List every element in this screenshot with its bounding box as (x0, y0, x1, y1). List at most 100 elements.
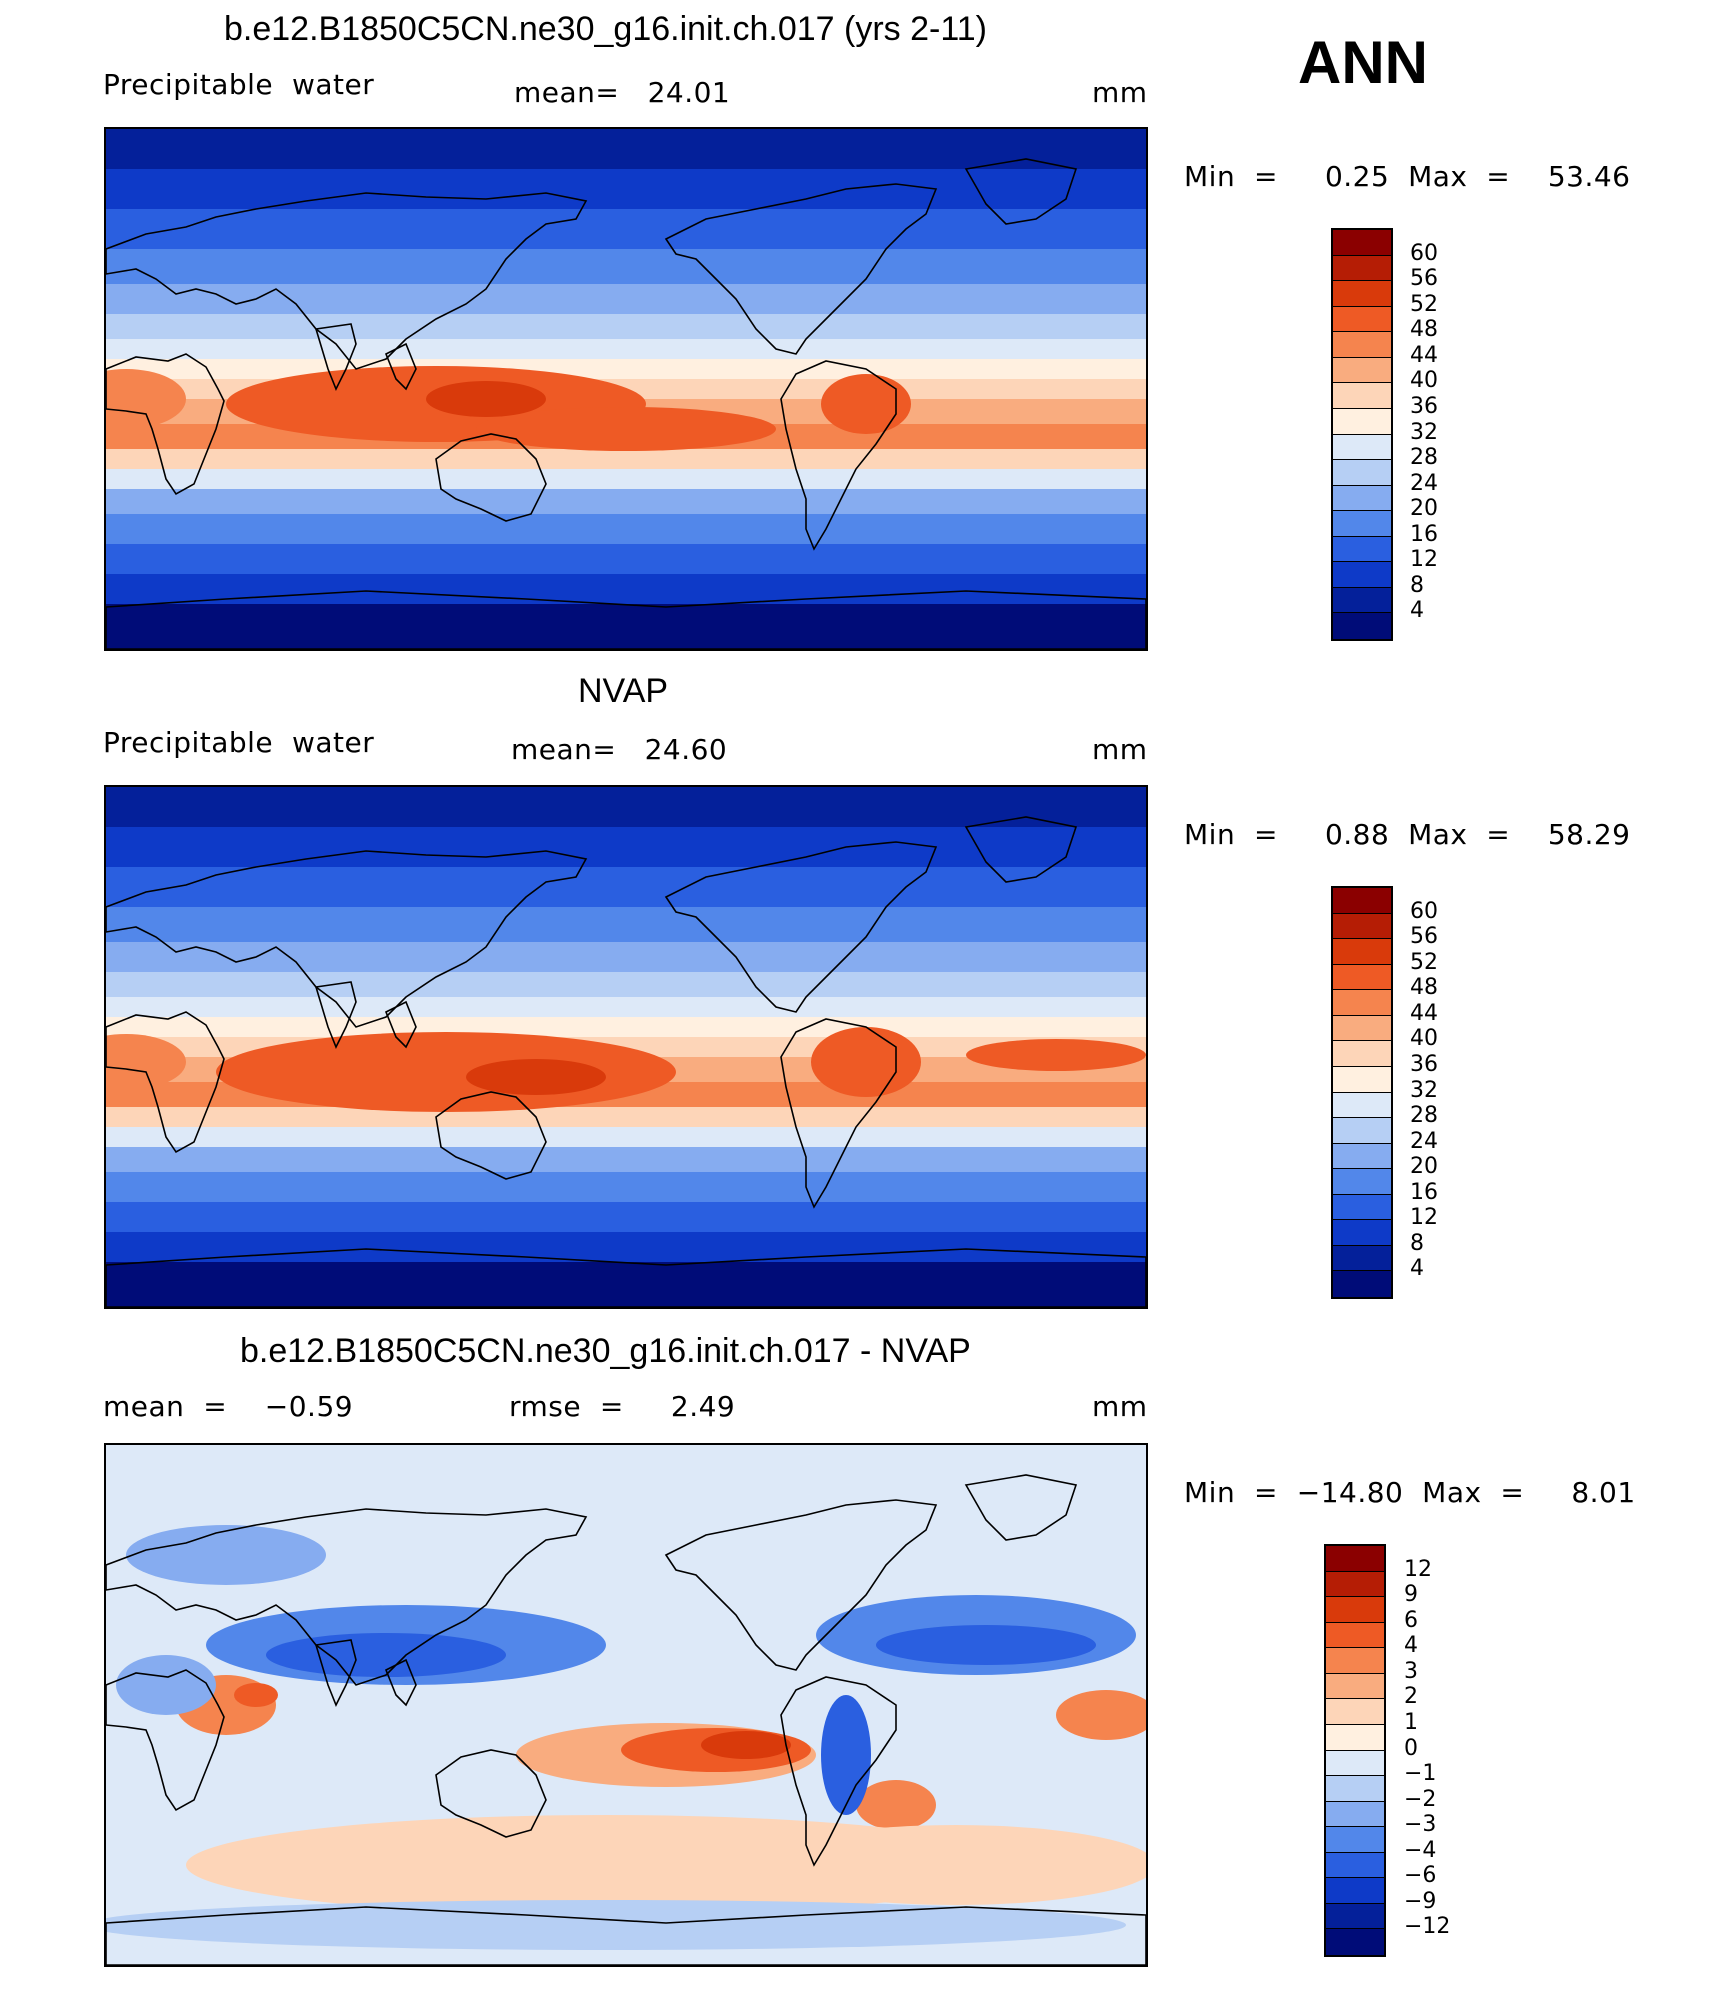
panel-3-mean-label: mean = −0.59 (103, 1390, 354, 1423)
colorbar-tick-label: 36 (1410, 393, 1438, 419)
colorbar-tick-label: 36 (1410, 1051, 1438, 1077)
colorbar-swatch (1326, 1571, 1384, 1598)
coastline (780, 1018, 897, 1209)
colorbar-tick-label: 32 (1410, 1077, 1438, 1103)
map-band (106, 1262, 1146, 1307)
colorbar-tick-label: 2 (1404, 1684, 1418, 1710)
map-contour-blob (876, 1625, 1096, 1665)
coastline (106, 1906, 1146, 1965)
map-band (106, 1202, 1146, 1232)
panel-2-units: mm (1092, 733, 1148, 766)
colorbar-tick-label: 24 (1410, 1128, 1438, 1154)
coastline (435, 433, 547, 522)
colorbar-swatch (1333, 939, 1391, 965)
coastline (314, 1639, 357, 1707)
panel-2-map-svg (106, 787, 1146, 1307)
panel-1-mean-label: mean= 24.01 (514, 76, 731, 109)
map-band (106, 827, 1146, 867)
colorbar-tick-label: 4 (1404, 1633, 1418, 1659)
map-band (106, 169, 1146, 209)
map-contour-blob (116, 1655, 216, 1715)
colorbar-swatch (1326, 1801, 1384, 1828)
coastline (435, 1749, 547, 1838)
colorbar-tick-label: 16 (1410, 1179, 1438, 1205)
coastline (106, 353, 225, 496)
map-band (106, 1147, 1146, 1172)
colorbar-tick-label: 44 (1410, 342, 1438, 368)
colorbar-swatch (1333, 1194, 1391, 1221)
map-contour-blob (701, 1731, 791, 1759)
colorbar-swatch (1333, 408, 1391, 435)
map-contour-blob (216, 1032, 676, 1112)
coastline (106, 850, 588, 1028)
colorbar-tick-label: 4 (1410, 1256, 1424, 1282)
map-contour-blob (476, 407, 776, 451)
coastline (964, 816, 1078, 883)
coastline (314, 323, 357, 391)
colorbar-swatch (1333, 1092, 1391, 1119)
panel-3-colorbar (1324, 1544, 1386, 1957)
colorbar-swatch (1333, 434, 1391, 461)
panel-1-map (104, 127, 1148, 651)
colorbar-tick-label: 52 (1410, 949, 1438, 975)
coastline (106, 1011, 225, 1154)
map-contour-blob (856, 1780, 936, 1830)
colorbar-tick-label: 48 (1410, 975, 1438, 1001)
colorbar-tick-label: −12 (1404, 1914, 1451, 1940)
map-contour-blob (426, 381, 546, 417)
map-contour-blob (821, 1695, 871, 1815)
colorbar-swatch (1333, 1066, 1391, 1093)
map-contour-blob (821, 374, 911, 434)
colorbar-swatch (1333, 357, 1391, 384)
colorbar-swatch (1326, 1903, 1384, 1930)
panel-1-title: b.e12.B1850C5CN.ne30_g16.init.ch.017 (yr… (224, 10, 987, 48)
colorbar-swatch (1326, 1622, 1384, 1649)
colorbar-swatch (1333, 964, 1391, 991)
colorbar-tick-label: 60 (1410, 240, 1438, 266)
colorbar-swatch (1326, 1648, 1384, 1674)
colorbar-swatch (1326, 1852, 1384, 1879)
map-band (106, 314, 1146, 339)
map-band (106, 469, 1146, 489)
map-band (106, 1172, 1146, 1202)
colorbar-tick-label: −1 (1404, 1761, 1437, 1787)
coastline (664, 841, 938, 1013)
panel-2-mean-label: mean= 24.60 (511, 733, 728, 766)
colorbar-swatch (1333, 536, 1391, 563)
colorbar-tick-label: 3 (1404, 1658, 1418, 1684)
map-band (106, 209, 1146, 249)
colorbar-swatch (1326, 1929, 1384, 1955)
panel-1-minmax: Min = 0.25 Max = 53.46 (1184, 160, 1631, 193)
panel-1-colorbar (1331, 228, 1393, 641)
map-contour-blob (126, 1525, 326, 1585)
colorbar-tick-label: −2 (1404, 1786, 1437, 1812)
map-field (106, 1525, 1146, 1950)
map-contour-blob (811, 1027, 921, 1097)
map-band (106, 1107, 1146, 1127)
season-label: ANN (1298, 29, 1428, 96)
map-band (106, 129, 1146, 169)
colorbar-swatch (1333, 613, 1391, 639)
colorbar-tick-label: 52 (1410, 291, 1438, 317)
map-band (106, 249, 1146, 284)
map-contour-blob (106, 1034, 186, 1090)
coastline (106, 192, 588, 370)
colorbar-tick-label: −9 (1404, 1888, 1437, 1914)
panel-2-minmax: Min = 0.88 Max = 58.29 (1184, 818, 1631, 851)
colorbar-swatch (1333, 460, 1391, 486)
panel-3-map-svg (106, 1445, 1146, 1965)
coastlines (106, 816, 1146, 1307)
colorbar-swatch (1326, 1699, 1384, 1725)
colorbar-swatch (1333, 913, 1391, 940)
colorbar-swatch (1326, 1673, 1384, 1700)
map-contour-blob (966, 1039, 1146, 1071)
map-band (106, 787, 1146, 827)
colorbar-tick-label: 28 (1410, 1103, 1438, 1129)
map-contour-blob (466, 1059, 606, 1095)
colorbar-tick-label: 8 (1410, 1230, 1424, 1256)
map-band (106, 604, 1146, 649)
colorbar-tick-label: 1 (1404, 1709, 1418, 1735)
map-band (106, 997, 1146, 1017)
panel-3-map (104, 1443, 1148, 1967)
coastlines (106, 1474, 1146, 1965)
